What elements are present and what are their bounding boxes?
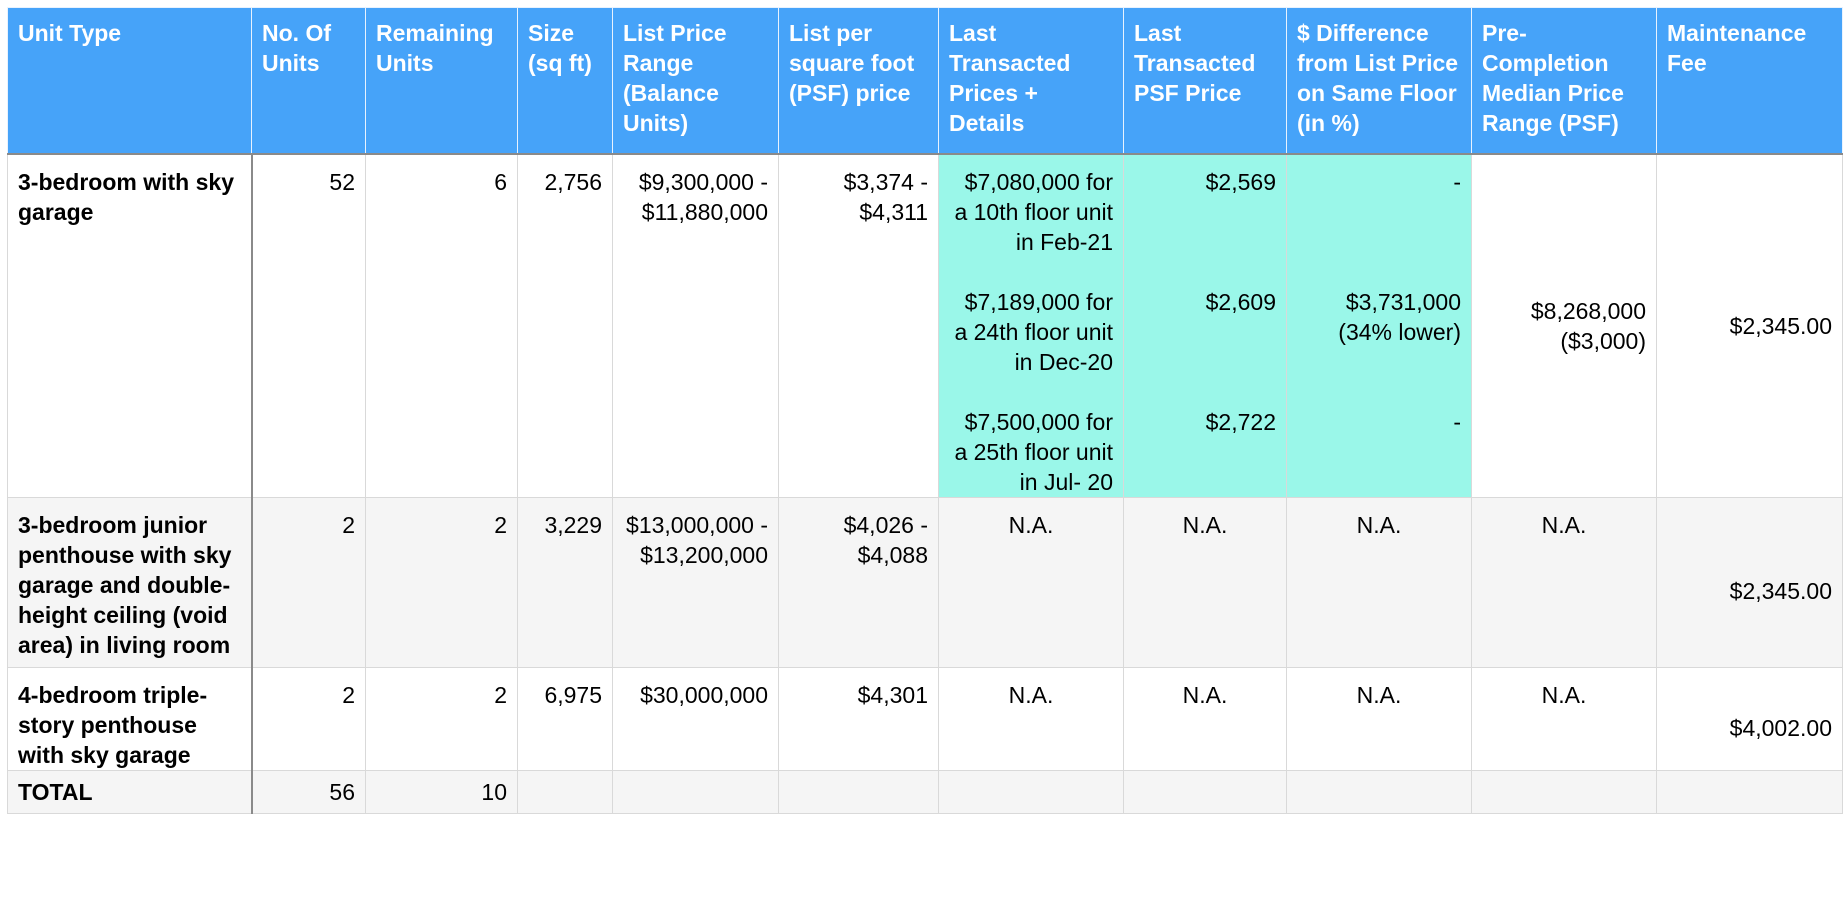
cell-size: 2,756 [517,153,613,498]
table-row: 3-bedroom with sky garage 52 6 2,756 $9,… [7,153,1843,498]
table-row: 3-bedroom junior penthouse with sky gara… [7,496,1843,668]
cell-difference: - $3,731,000 (34% lower) - [1286,153,1472,498]
cell-list-price: $13,000,000 - $13,200,000 [612,496,779,668]
cell-units: 2 [251,666,366,771]
cell-difference: N.A. [1286,496,1472,668]
cell-last-transacted: N.A. [938,496,1124,668]
cell-fee: $2,345.00 [1656,496,1843,668]
cell-unit-type: 4-bedroom triple-story penthouse with sk… [7,666,253,771]
header-list-price-range: List Price Range (Balance Units) [612,7,779,155]
header-no-of-units: No. Of Units [251,7,366,155]
cell-median: N.A. [1471,666,1657,771]
unit-pricing-table: Unit Type No. Of Units Remaining Units S… [7,7,1843,814]
cell-list-psf: $4,301 [778,666,939,771]
header-list-psf: List per square foot (PSF) price [778,7,939,155]
cell-fee: $4,002.00 [1656,666,1843,771]
cell-last-psf: N.A. [1123,496,1287,668]
header-difference: $ Difference from List Price on Same Flo… [1286,7,1472,155]
transaction-diff: $3,731,000 (34% lower) [1338,288,1461,345]
transaction-details: $7,080,000 for a 10th floor unit in Feb-… [954,168,1113,255]
cell-remaining: 2 [365,496,518,668]
cell-unit-type: 3-bedroom junior penthouse with sky gara… [7,496,253,668]
cell-units: 52 [251,153,366,498]
cell-last-psf: $2,569 $2,609 $2,722 [1123,153,1287,498]
cell-size: 6,975 [517,666,613,771]
cell-remaining: 6 [365,153,518,498]
cell-median: N.A. [1471,496,1657,668]
cell-size: 3,229 [517,496,613,668]
cell-last-transacted: $7,080,000 for a 10th floor unit in Feb-… [938,153,1124,498]
table-row: 4-bedroom triple-story penthouse with sk… [7,666,1843,771]
transaction-diff: - [1453,408,1461,435]
header-median-price-range: Pre-Completion Median Price Range (PSF) [1471,7,1657,155]
cell-last-transacted: N.A. [938,666,1124,771]
transaction-diff: - [1453,168,1461,195]
cell-empty [938,769,1124,814]
cell-empty [1286,769,1472,814]
cell-empty [612,769,779,814]
header-last-transacted-prices: Last Transacted Prices + Details [938,7,1124,155]
cell-list-price: $9,300,000 - $11,880,000 [612,153,779,498]
cell-list-psf: $3,374 - $4,311 [778,153,939,498]
header-unit-type: Unit Type [7,7,252,155]
cell-units: 2 [251,496,366,668]
header-maintenance-fee: Maintenance Fee [1656,7,1843,155]
cell-difference: N.A. [1286,666,1472,771]
cell-fee: $2,345.00 [1656,153,1843,498]
cell-empty [778,769,939,814]
transaction-psf: $2,609 [1205,288,1276,315]
cell-unit-type: 3-bedroom with sky garage [7,153,253,498]
transaction-details: $7,189,000 for a 24th floor unit in Dec-… [954,288,1113,375]
cell-list-price: $30,000,000 [612,666,779,771]
cell-empty [1123,769,1287,814]
transaction-details: $7,500,000 for a 25th floor unit in Jul-… [954,408,1113,495]
cell-empty [1656,769,1843,814]
cell-empty [517,769,613,814]
header-size: Size (sq ft) [517,7,613,155]
cell-total-remaining: 10 [365,769,518,814]
header-remaining-units: Remaining Units [365,7,518,155]
cell-remaining: 2 [365,666,518,771]
header-row: Unit Type No. Of Units Remaining Units S… [7,7,1843,155]
cell-empty [1471,769,1657,814]
cell-median: $8,268,000 ($3,000) [1471,153,1657,498]
transaction-psf: $2,569 [1205,168,1276,195]
transaction-psf: $2,722 [1205,408,1276,435]
header-last-transacted-psf: Last Transacted PSF Price [1123,7,1287,155]
cell-last-psf: N.A. [1123,666,1287,771]
total-row: TOTAL 56 10 [7,769,1843,814]
cell-total-label: TOTAL [7,769,253,814]
cell-list-psf: $4,026 - $4,088 [778,496,939,668]
cell-total-units: 56 [251,769,366,814]
